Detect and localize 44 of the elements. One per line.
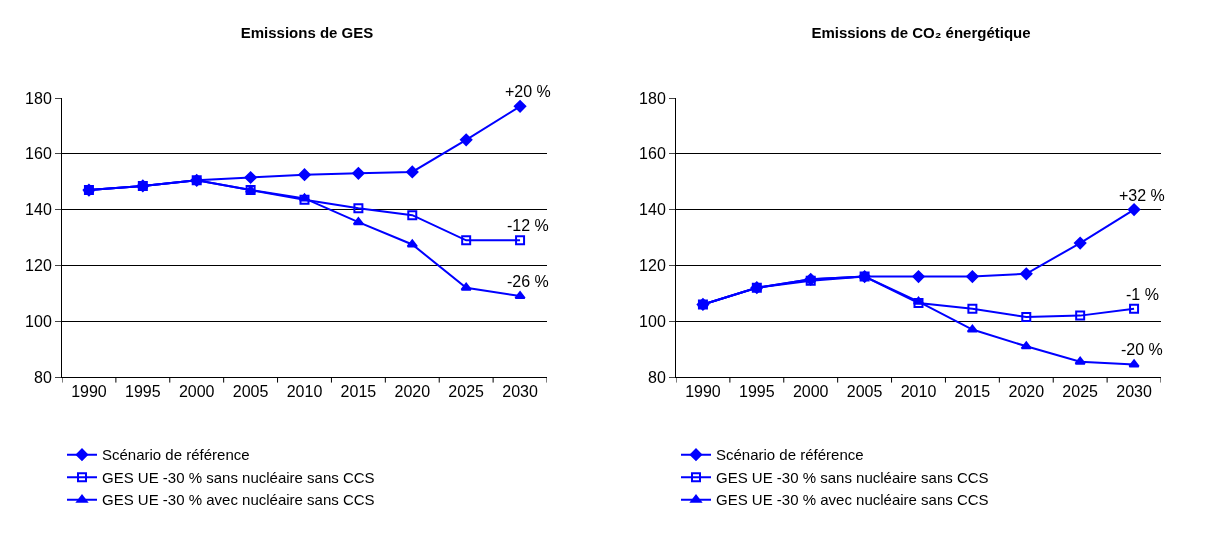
x-tick-label: 2030 — [502, 383, 538, 401]
x-tick-label: 2030 — [1116, 383, 1152, 401]
y-tick-label: 140 — [639, 201, 666, 219]
x-tick-label: 2020 — [1008, 383, 1045, 401]
y-tick-label: 160 — [25, 145, 52, 163]
y-tick-label: 80 — [648, 368, 666, 386]
chart-title: Emissions de GES — [240, 23, 374, 41]
x-tick-label: 2015 — [340, 383, 377, 401]
y-tick-label: 120 — [639, 257, 666, 274]
x-tick-label: 1990 — [71, 383, 107, 401]
legend-label: GES UE -30 % sans nucléaire sans CCS — [716, 468, 989, 486]
y-tick-label: 180 — [25, 89, 52, 107]
y-tick-label: 100 — [25, 312, 52, 330]
x-tick-label: 2025 — [448, 383, 485, 401]
x-tick-label: 2015 — [954, 383, 991, 401]
y-tick-label: 180 — [639, 89, 666, 107]
x-tick-label: 2020 — [394, 383, 431, 401]
legend-label: Scénario de référence — [102, 446, 250, 464]
legend-label: GES UE -30 % sans nucléaire sans CCS — [102, 468, 375, 486]
x-tick-label: 2000 — [792, 383, 829, 401]
x-tick-label: 2005 — [232, 383, 269, 401]
x-tick-label: 1995 — [125, 383, 161, 401]
x-tick-label: 2010 — [900, 383, 937, 401]
legend-label: GES UE -30 % avec nucléaire sans CCS — [716, 491, 989, 509]
annotation: -26 % — [507, 273, 549, 290]
x-tick-label: 2000 — [178, 383, 215, 401]
x-tick-label: 2005 — [846, 383, 883, 401]
x-tick-label: 2025 — [1062, 383, 1099, 401]
y-tick-label: 120 — [25, 257, 52, 274]
y-tick-label: 140 — [25, 201, 52, 219]
annotation: -12 % — [507, 217, 549, 234]
x-tick-label: 1995 — [739, 383, 775, 401]
x-tick-label: 1990 — [685, 383, 721, 401]
y-tick-label: 80 — [34, 368, 52, 386]
y-tick-label: 160 — [639, 145, 666, 163]
chart-title: Emissions de CO₂ énergétique — [811, 23, 1031, 41]
y-tick-label: 100 — [639, 312, 666, 330]
annotation: -20 % — [1121, 341, 1163, 358]
legend-label: GES UE -30 % avec nucléaire sans CCS — [102, 491, 375, 509]
annotation: -1 % — [1126, 286, 1159, 303]
legend-label: Scénario de référence — [716, 446, 864, 464]
annotation: +32 % — [1119, 187, 1165, 204]
annotation: +20 % — [505, 83, 551, 100]
x-tick-label: 2010 — [286, 383, 323, 401]
